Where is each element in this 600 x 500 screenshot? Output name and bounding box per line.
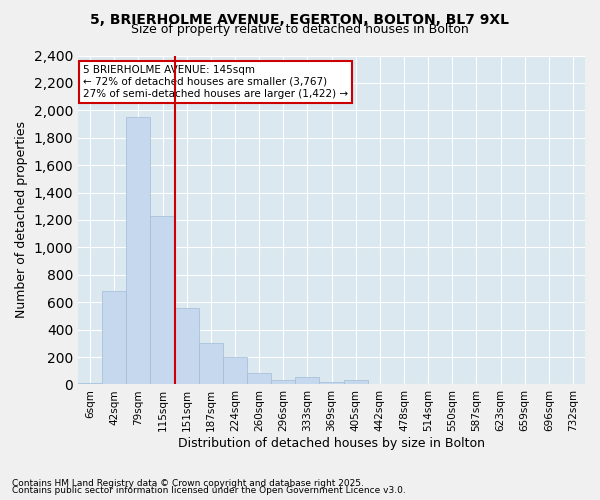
Y-axis label: Number of detached properties: Number of detached properties: [15, 122, 28, 318]
Bar: [78, 383, 102, 384]
Text: 5 BRIERHOLME AVENUE: 145sqm
← 72% of detached houses are smaller (3,767)
27% of : 5 BRIERHOLME AVENUE: 145sqm ← 72% of det…: [83, 66, 348, 98]
Bar: [127, 117, 151, 384]
Bar: [295, 377, 319, 384]
Bar: [199, 344, 223, 384]
Bar: [319, 382, 344, 384]
Bar: [247, 374, 271, 384]
Text: Size of property relative to detached houses in Bolton: Size of property relative to detached ho…: [131, 22, 469, 36]
Text: Contains HM Land Registry data © Crown copyright and database right 2025.: Contains HM Land Registry data © Crown c…: [12, 478, 364, 488]
Text: Contains public sector information licensed under the Open Government Licence v3: Contains public sector information licen…: [12, 486, 406, 495]
X-axis label: Distribution of detached houses by size in Bolton: Distribution of detached houses by size …: [178, 437, 485, 450]
Bar: [151, 216, 175, 384]
Bar: [271, 380, 295, 384]
Bar: [344, 380, 368, 384]
Text: 5, BRIERHOLME AVENUE, EGERTON, BOLTON, BL7 9XL: 5, BRIERHOLME AVENUE, EGERTON, BOLTON, B…: [91, 12, 509, 26]
Bar: [175, 308, 199, 384]
Bar: [102, 292, 127, 384]
Bar: [223, 357, 247, 384]
